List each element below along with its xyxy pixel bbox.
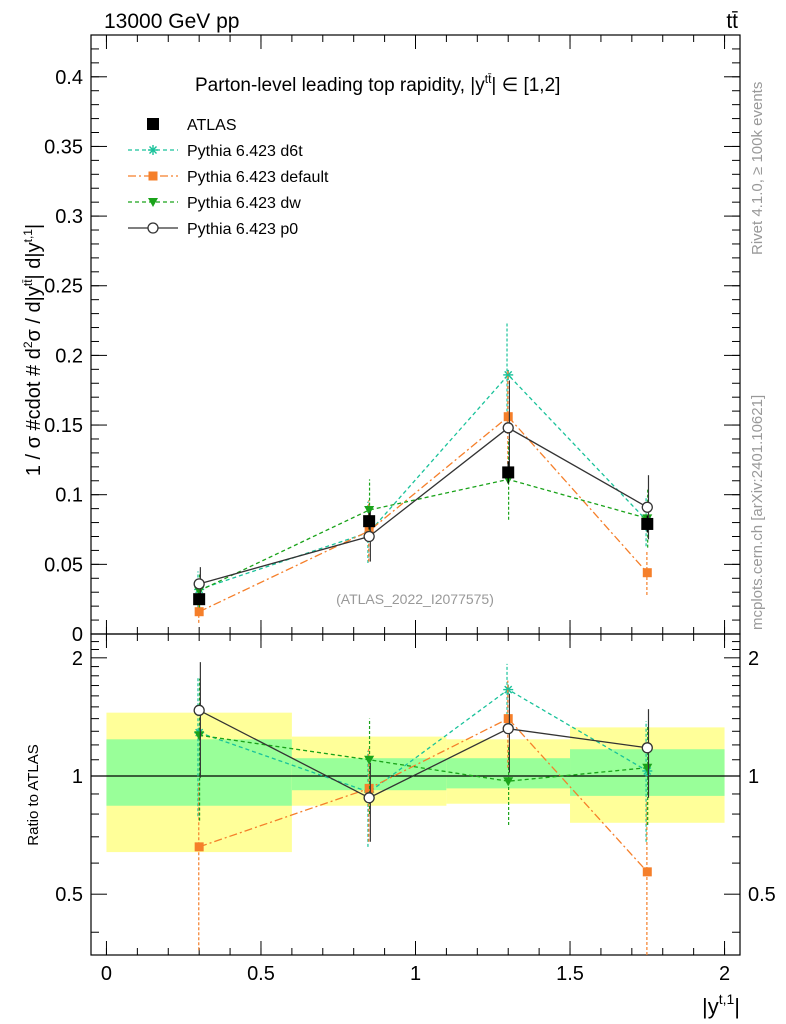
series-point-3 [641, 501, 653, 513]
legend-label-0: ATLAS [187, 117, 237, 134]
series-point-1 [503, 412, 513, 422]
legend-marker-0 [147, 118, 159, 130]
legend-entry-0: ATLAS [147, 117, 237, 134]
legend-entry-1: Pythia 6.423 d6t [128, 143, 303, 160]
analysis-label: (ATLAS_2022_I2077575) [336, 591, 494, 607]
legend-label-3: Pythia 6.423 dw [187, 195, 301, 212]
legend-marker-4 [147, 222, 159, 234]
y-tick-label: 0.4 [55, 67, 83, 89]
ratio-line-3 [198, 709, 648, 799]
legend-entry-3: Pythia 6.423 dw [128, 195, 301, 212]
legend-entry-2: Pythia 6.423 default [128, 169, 329, 186]
ratio-point-2 [194, 731, 205, 741]
ratio-y-tick-label: 1 [72, 766, 83, 788]
x-tick-label: 2 [719, 963, 730, 985]
y-tick-label: 0.3 [55, 206, 83, 228]
series-point-3 [193, 578, 205, 590]
series-1 [194, 369, 652, 955]
x-axis-label: |yt,1| [702, 991, 740, 1019]
ratio-point-2 [503, 777, 514, 787]
data-point [641, 517, 654, 530]
axes: 0 0.5 1 1.5 200.050.10.150.20.250.30.350.40.… [44, 34, 776, 985]
x-tick-label: 1.5 [556, 963, 584, 985]
ratio-y-tick-label-right: 2 [748, 648, 759, 670]
legend: ATLAS Pythia 6.423 d6t Pythia 6.423 defaul… [128, 117, 329, 238]
y-tick-label: 0.25 [44, 276, 83, 298]
ratio-point-3 [641, 742, 653, 754]
series-line-2 [198, 478, 648, 592]
series-point-1 [642, 568, 652, 578]
ratio-point-1 [642, 867, 652, 877]
series-point-3 [363, 530, 375, 543]
y-tick-label: 0.05 [44, 554, 83, 576]
ratio-y-tick-label: 0.5 [55, 884, 83, 906]
series-point-2 [364, 506, 375, 516]
legend-label-2: Pythia 6.423 default [187, 169, 329, 186]
process-label: tt̄ [726, 10, 738, 33]
series-point-3 [502, 422, 514, 434]
ratio-point-2 [642, 763, 653, 773]
ratio-line-0 [198, 688, 648, 793]
series-line-1 [198, 415, 648, 613]
legend-marker-1-stroke [149, 146, 157, 154]
x-tick-label: 0 [101, 963, 112, 985]
data-series [193, 461, 654, 606]
legend-label-1: Pythia 6.423 d6t [187, 143, 303, 160]
y-tick-label: 0.2 [55, 345, 83, 367]
rivet-label: Rivet 4.1.0, ≥ 100k events [749, 82, 766, 255]
ratio-point-1 [503, 714, 513, 724]
x-tick-label: 1 [410, 963, 421, 985]
legend-entry-4: Pythia 6.423 p0 [128, 221, 298, 238]
series-point-0-stroke [504, 370, 513, 379]
chart-title: Parton-level leading top rapidity, |ytt̄… [195, 72, 560, 96]
x-tick-label: 0.5 [247, 963, 275, 985]
data-point [193, 593, 206, 606]
y-tick-label: 0.35 [44, 136, 83, 158]
series-point-2 [194, 586, 205, 596]
ratio-point-1 [194, 842, 204, 852]
y-tick-label: 0 [72, 624, 83, 646]
ratio-point-0-stroke [504, 685, 513, 694]
ratio-y-tick-label-right: 1 [748, 766, 759, 788]
y-axis-label: 1 / σ #cdot # d2σ / d|ytt̄| d|yt,1| [21, 224, 45, 476]
series-point-1 [194, 607, 204, 617]
energy-label: 13000 GeV pp [104, 10, 239, 33]
data-point [363, 515, 376, 528]
legend-marker-3 [148, 198, 158, 207]
ratio-line-2 [199, 734, 648, 782]
ratio-y-tick-label: 2 [72, 648, 83, 670]
y-tick-label: 0.15 [44, 415, 83, 437]
ratio-point-2 [364, 755, 375, 765]
y-tick-label: 0.1 [55, 485, 83, 507]
site-label: mcplots.cern.ch [arXiv:2401.10621] [749, 395, 766, 630]
series-line-3 [198, 427, 648, 585]
series-layer [193, 323, 654, 955]
legend-label-4: Pythia 6.423 p0 [187, 221, 298, 238]
series-line-0 [198, 373, 648, 591]
ratio-point-3 [502, 723, 514, 735]
ratio-y-tick-label-right: 0.5 [748, 884, 776, 906]
ratio-y-axis-label: Ratio to ATLAS [25, 744, 42, 845]
ratio-point-3 [193, 704, 205, 716]
ratio-line-1 [198, 717, 648, 873]
legend-marker-1 [148, 145, 158, 155]
ratio-point-3 [363, 792, 375, 804]
legend-marker-2 [148, 171, 158, 181]
data-point [502, 466, 515, 479]
